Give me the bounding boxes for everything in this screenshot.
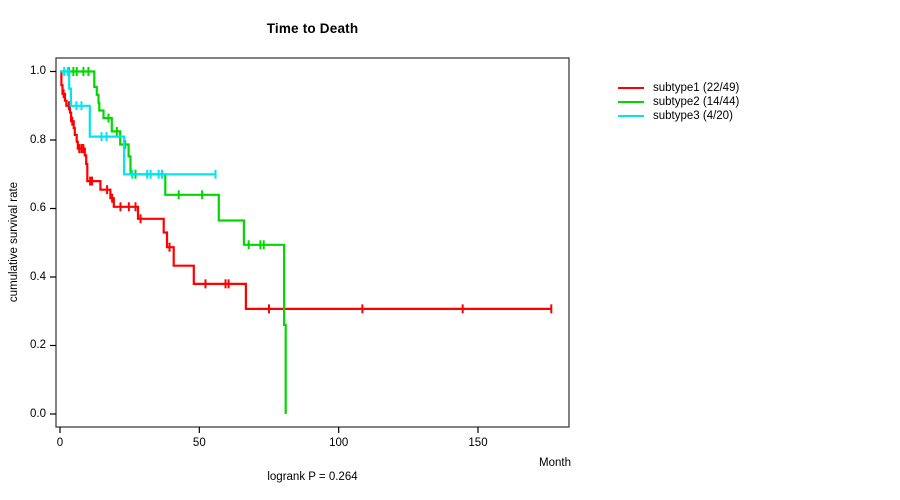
x-axis-label: Month [539, 457, 571, 469]
x-tick-label: 100 [329, 437, 349, 449]
km-curve-subtype3 [60, 70, 216, 176]
chart-title: Time to Death [266, 21, 359, 36]
y-tick-label: 0.8 [30, 133, 46, 146]
y-tick-label: 0.6 [30, 202, 46, 214]
y-tick-label: 1.0 [30, 65, 46, 77]
logrank-annotation: logrank P = 0.264 [267, 471, 358, 483]
legend-item-subtype3: subtype3 (4/20) [618, 109, 739, 123]
legend-label-subtype2: subtype2 (14/44) [653, 96, 740, 108]
km-curve-subtype2 [60, 70, 287, 414]
x-tick-label: 0 [56, 437, 64, 449]
legend-line-subtype1 [618, 86, 644, 90]
plot-frame [55, 57, 570, 428]
legend-item-subtype1: subtype1 (22/49) [618, 81, 739, 95]
legend-label-subtype3: subtype3 (4/20) [653, 110, 733, 122]
km-curve-subtype1 [60, 70, 552, 310]
legend-line-subtype2 [618, 100, 644, 104]
y-axis-label: cumulative survival rate [8, 181, 20, 303]
y-tick-label: 0.0 [30, 407, 46, 420]
x-tick-label: 150 [468, 437, 488, 449]
legend-item-subtype2: subtype2 (14/44) [618, 95, 739, 109]
legend: subtype1 (22/49) subtype2 (14/44) subtype3… [618, 81, 739, 123]
y-tick-label: 0.2 [30, 339, 46, 351]
y-tick-label: 0.4 [30, 270, 46, 283]
x-tick-label: 50 [192, 437, 206, 449]
legend-label-subtype1: subtype1 (22/49) [653, 82, 740, 94]
legend-line-subtype3 [618, 114, 644, 118]
